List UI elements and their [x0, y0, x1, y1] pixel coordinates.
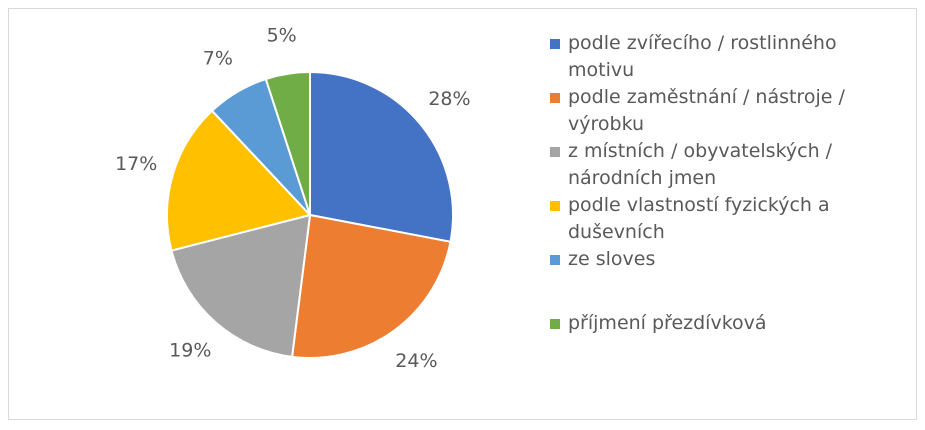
legend-item: příjmení přezdívková [550, 310, 900, 364]
data-label: 24% [395, 350, 437, 372]
legend-label: podle vlastností fyzických a duševních [568, 194, 830, 243]
pie-slice [166, 109, 312, 252]
legend-swatch [550, 201, 560, 211]
chart-frame [8, 8, 917, 420]
legend-item: podle vlastností fyzických a duševních [550, 192, 900, 246]
legend-swatch [550, 93, 560, 103]
data-label: 17% [115, 153, 157, 175]
legend-label: z místních / obyvatelských / národních j… [568, 140, 833, 189]
legend-item: ze sloves [550, 246, 900, 310]
data-label: 19% [169, 339, 211, 361]
legend-swatch [550, 147, 560, 157]
legend-swatch [550, 255, 560, 265]
legend-swatch [550, 39, 560, 49]
legend: podle zvířecího / rostlinného motivu podl… [550, 30, 900, 364]
legend-swatch [550, 319, 560, 329]
pie-slice [290, 213, 452, 359]
data-label: 28% [428, 88, 470, 110]
pie-slice [309, 70, 454, 243]
legend-label: podle zaměstnání / nástroje / výrobku [568, 86, 845, 135]
legend-item: z místních / obyvatelských / národních j… [550, 138, 900, 192]
legend-label: ze sloves [568, 248, 656, 270]
data-label: 5% [267, 25, 297, 47]
pie-slice [170, 213, 312, 358]
legend-item: podle zvířecího / rostlinného motivu [550, 30, 900, 84]
legend-label: podle zvířecího / rostlinného motivu [568, 32, 837, 81]
data-label: 7% [203, 48, 233, 70]
pie-slice [264, 70, 311, 216]
legend-label: příjmení přezdívková [568, 312, 767, 334]
legend-item: podle zaměstnání / nástroje / výrobku [550, 84, 900, 138]
